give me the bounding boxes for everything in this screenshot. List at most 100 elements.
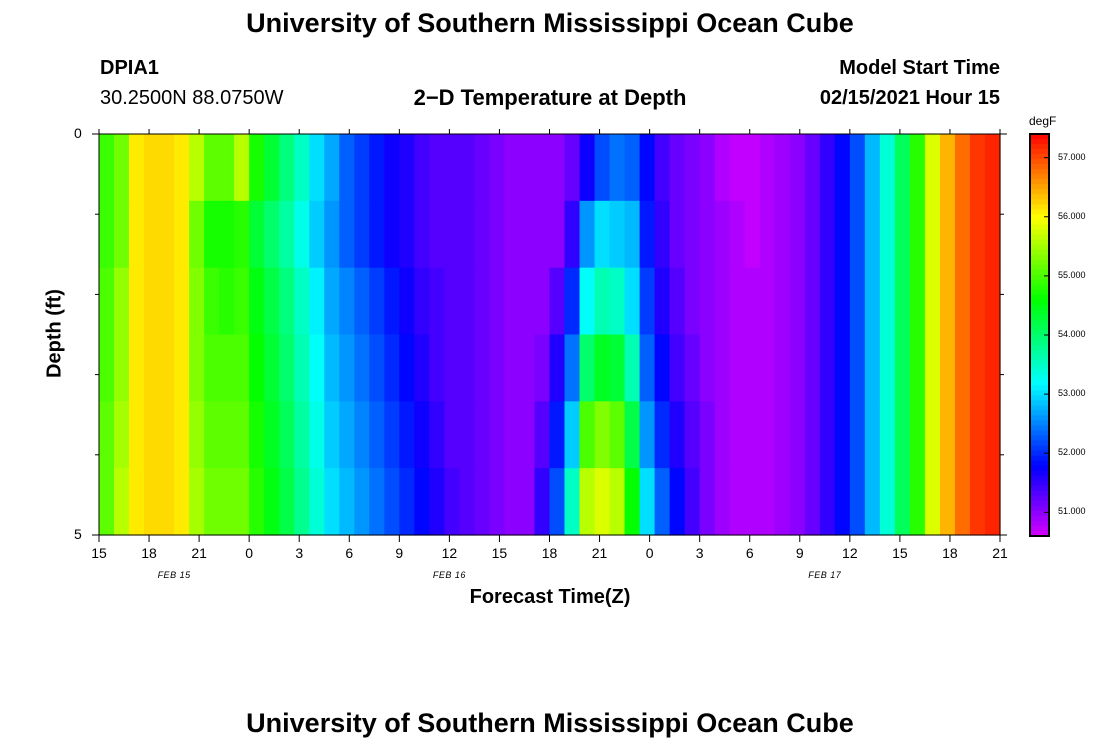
heatmap-cell <box>819 134 836 202</box>
heatmap-cell <box>429 468 445 536</box>
heatmap-cell <box>504 134 521 202</box>
heatmap-cell <box>219 468 235 536</box>
heatmap-cell <box>534 200 551 269</box>
heatmap-cell <box>159 267 175 336</box>
heatmap-cell <box>519 401 536 469</box>
colorbar-swatch <box>1030 380 1049 386</box>
heatmap-cell <box>894 134 911 202</box>
heatmap-cell <box>144 267 160 336</box>
heatmap-cell <box>624 468 641 536</box>
heatmap-cell <box>324 334 340 402</box>
heatmap-cell <box>324 200 340 269</box>
heatmap-cell <box>174 267 190 336</box>
heatmap-cell <box>849 401 866 469</box>
heatmap-cell <box>99 334 115 402</box>
heatmap-cell <box>414 468 430 536</box>
heatmap-cell <box>474 200 491 269</box>
heatmap-cell <box>444 267 460 336</box>
colorbar-swatch <box>1030 385 1049 391</box>
heatmap-cell <box>399 134 415 202</box>
heatmap-cell <box>294 134 310 202</box>
colorbar-tick-label: 55.000 <box>1058 269 1086 280</box>
heatmap-cell <box>579 334 596 402</box>
heatmap-cell <box>684 334 701 402</box>
heatmap-cell <box>474 267 491 336</box>
colorbar-swatch <box>1030 515 1049 522</box>
heatmap-cell <box>759 267 776 336</box>
colorbar-swatch <box>1030 319 1049 326</box>
heatmap-cell <box>234 200 250 269</box>
heatmap-cell <box>624 267 641 336</box>
heatmap-cell <box>714 334 731 402</box>
heatmap-cell <box>114 334 130 402</box>
colorbar-swatch <box>1030 505 1049 512</box>
heatmap-cell <box>459 200 476 269</box>
colorbar-swatch <box>1030 204 1049 210</box>
heatmap-cell <box>159 468 175 536</box>
heatmap-cell <box>354 401 370 469</box>
heatmap-cell <box>564 468 581 536</box>
colorbar-swatch <box>1030 264 1049 271</box>
heatmap-cell <box>504 401 521 469</box>
heatmap-cell <box>294 468 310 536</box>
heatmap-cell <box>99 200 115 269</box>
heatmap-cell <box>129 334 145 402</box>
heatmap-cell <box>219 134 235 202</box>
heatmap-cell <box>279 334 295 402</box>
model-start-value: 02/15/2021 Hour 15 <box>819 87 1000 109</box>
heatmap-cell <box>684 267 701 336</box>
colorbar-swatch <box>1030 480 1049 487</box>
heatmap-cell <box>264 334 280 402</box>
colorbar-swatch <box>1030 460 1049 467</box>
heatmap-cell <box>609 468 626 536</box>
heatmap-cell <box>429 134 445 202</box>
heatmap-cell <box>834 267 851 336</box>
heatmap-cell <box>534 267 551 336</box>
heatmap-cell <box>324 267 340 336</box>
colorbar-swatch <box>1030 239 1049 246</box>
x-axis-label: Forecast Time(Z) <box>469 586 631 608</box>
colorbar-swatch <box>1030 530 1049 537</box>
heatmap-cell <box>129 267 145 336</box>
heatmap-cell <box>894 200 911 269</box>
heatmap-cell <box>804 134 821 202</box>
colorbar-swatch <box>1030 284 1049 291</box>
heatmap-cell <box>354 267 370 336</box>
heatmap-cell <box>309 468 325 536</box>
heatmap-cell <box>489 401 506 469</box>
heatmap-cell <box>564 401 581 469</box>
heatmap-cell <box>414 267 430 336</box>
heatmap-cell <box>159 334 175 402</box>
heatmap-cell <box>519 134 536 202</box>
heatmap-cell <box>774 134 791 202</box>
plot-title: 2−D Temperature at Depth <box>413 85 687 110</box>
heatmap-cell <box>909 134 926 202</box>
heatmap-cell <box>954 267 971 336</box>
heatmap-cell <box>984 401 1001 469</box>
heatmap-cell <box>759 200 776 269</box>
heatmap-cell <box>204 267 220 336</box>
heatmap-cell <box>669 134 686 202</box>
heatmap-cell <box>624 334 641 402</box>
colorbar-tick-label: 54.000 <box>1058 329 1086 339</box>
heatmap-cell <box>294 334 310 402</box>
heatmap-cell <box>744 334 761 402</box>
colorbar-swatch <box>1030 470 1049 477</box>
heatmap-cell <box>264 267 280 336</box>
x-tick-label: 21 <box>591 545 608 561</box>
heatmap-cell <box>399 267 415 336</box>
colorbar-swatch <box>1030 370 1049 376</box>
colorbar-swatch <box>1030 209 1049 216</box>
heatmap-cell <box>609 401 626 469</box>
colorbar-swatch <box>1030 149 1049 155</box>
heatmap-cell <box>489 334 506 402</box>
colorbar-swatch <box>1030 335 1049 341</box>
colorbar-swatch <box>1030 375 1049 381</box>
heatmap-cell <box>804 200 821 269</box>
heatmap-cell <box>279 468 295 536</box>
x-tick-label: 18 <box>141 545 157 561</box>
heatmap-cell <box>984 334 1001 402</box>
heatmap-cell <box>384 401 400 469</box>
heatmap-cell <box>339 334 355 402</box>
